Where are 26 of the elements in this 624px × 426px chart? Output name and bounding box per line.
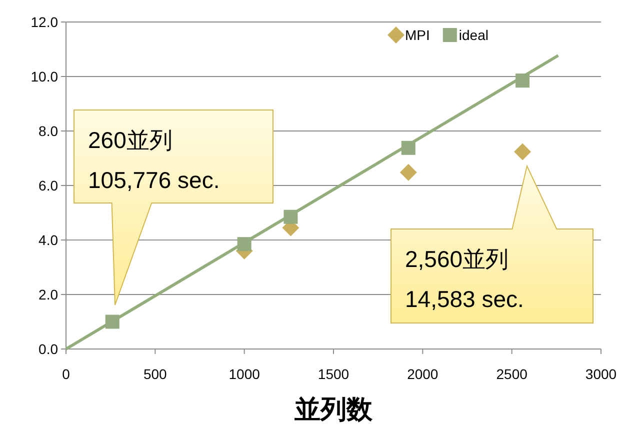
annotation: 2,560並列 14,583 sec. (405, 246, 524, 312)
y-tick-label: 4.0 (38, 232, 58, 248)
y-tick-label: 12.0 (30, 14, 58, 30)
y-tick-label: 8.0 (38, 123, 58, 139)
y-tick-label: 2.0 (38, 286, 58, 302)
y-tick-label: 0.0 (38, 341, 58, 357)
point (237, 237, 252, 252)
y-tick-label: 10.0 (30, 68, 58, 84)
x-tick-label: 500 (143, 366, 168, 382)
x-tick-label: 2000 (407, 366, 438, 382)
annotation: 260並列 105,776 sec. (88, 127, 220, 193)
x-tick-label: 3000 (585, 366, 617, 382)
point (514, 143, 532, 160)
x-axis-title: 並列数 (294, 394, 374, 424)
point (284, 210, 298, 224)
x-tick-label: 1500 (318, 366, 350, 382)
x-tick-label: 0 (62, 366, 70, 382)
point (401, 140, 416, 155)
x-tick-label: 1000 (228, 366, 260, 382)
legend-label: ideal (458, 27, 488, 43)
point (516, 74, 530, 88)
point (400, 164, 417, 181)
point (105, 314, 120, 329)
legend-label: MPI (405, 27, 430, 43)
y-tick-label: 6.0 (38, 178, 58, 194)
x-tick-label: 2500 (496, 366, 528, 382)
